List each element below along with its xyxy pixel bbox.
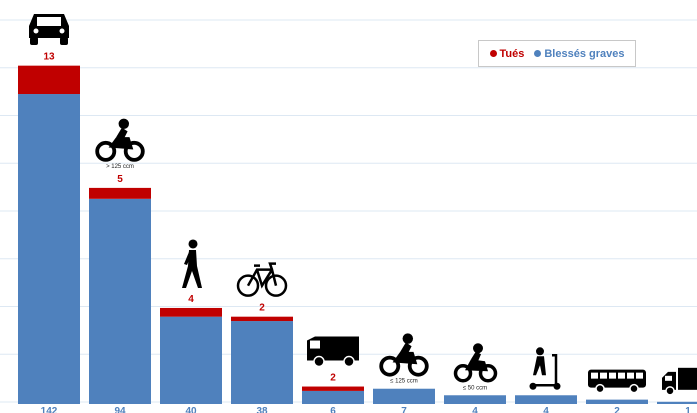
data-label-injured: 4 [472,406,478,413]
e-scooter-icon [529,347,561,390]
bar-injured [444,395,506,404]
bar-injured [302,390,364,404]
motorcycle-icon [95,118,145,162]
data-label-injured: 2 [614,406,620,413]
data-label-injured: 6 [330,406,336,413]
van-icon [307,336,359,368]
data-labels: 13 142 5 94 4 40 2 38 2 6 7 4 4 2 1 [41,52,692,413]
moped-icon [453,343,498,383]
data-label-injured: 4 [543,406,549,413]
bar-injured [657,401,697,404]
data-label-injured: 1 [685,406,691,413]
bar-killed [231,316,293,322]
data-label-injured: 38 [256,406,268,413]
bar-injured [586,399,648,404]
data-label-injured: 7 [401,406,407,413]
bus-icon [588,369,646,394]
data-label-killed: 2 [259,303,265,314]
truck-icon [662,367,697,396]
bar-injured [160,316,222,404]
category-sublabel: ≤ 50 ccm [463,385,487,391]
pedestrian-icon [182,239,202,288]
legend-marker-killed [489,50,497,57]
category-icons: > 125 ccm ≤ 125 ccm ≤ 50 ccm [29,14,697,396]
legend: Tués Blessés graves [478,40,636,67]
data-label-killed: 5 [117,174,123,185]
bar-injured [18,94,80,404]
bar-injured [515,395,577,404]
data-label-killed: 13 [43,52,55,63]
legend-item-killed: Tués [489,47,525,60]
legend-label-injured: Blessés graves [544,47,625,60]
legend-marker-injured [534,50,542,57]
data-label-killed: 4 [188,294,194,305]
bar-killed [18,65,80,95]
data-label-injured: 142 [41,406,58,413]
bar-killed [302,386,364,391]
legend-item-injured: Blessés graves [534,48,624,60]
bar-injured [89,198,151,404]
bar-killed [160,307,222,317]
bars [18,65,697,404]
bicycle-icon [236,262,288,297]
data-label-killed: 2 [330,373,336,384]
data-label-injured: 94 [114,406,126,413]
category-sublabel: ≤ 125 ccm [390,379,418,385]
bar-injured [231,321,293,404]
motorcycle-icon [379,333,429,377]
bar-killed [89,187,151,199]
data-label-injured: 40 [185,406,197,413]
bar-injured [373,388,435,404]
car-icon [29,14,69,45]
category-sublabel: > 125 ccm [106,164,134,170]
legend-label-killed: Tués [499,47,525,60]
